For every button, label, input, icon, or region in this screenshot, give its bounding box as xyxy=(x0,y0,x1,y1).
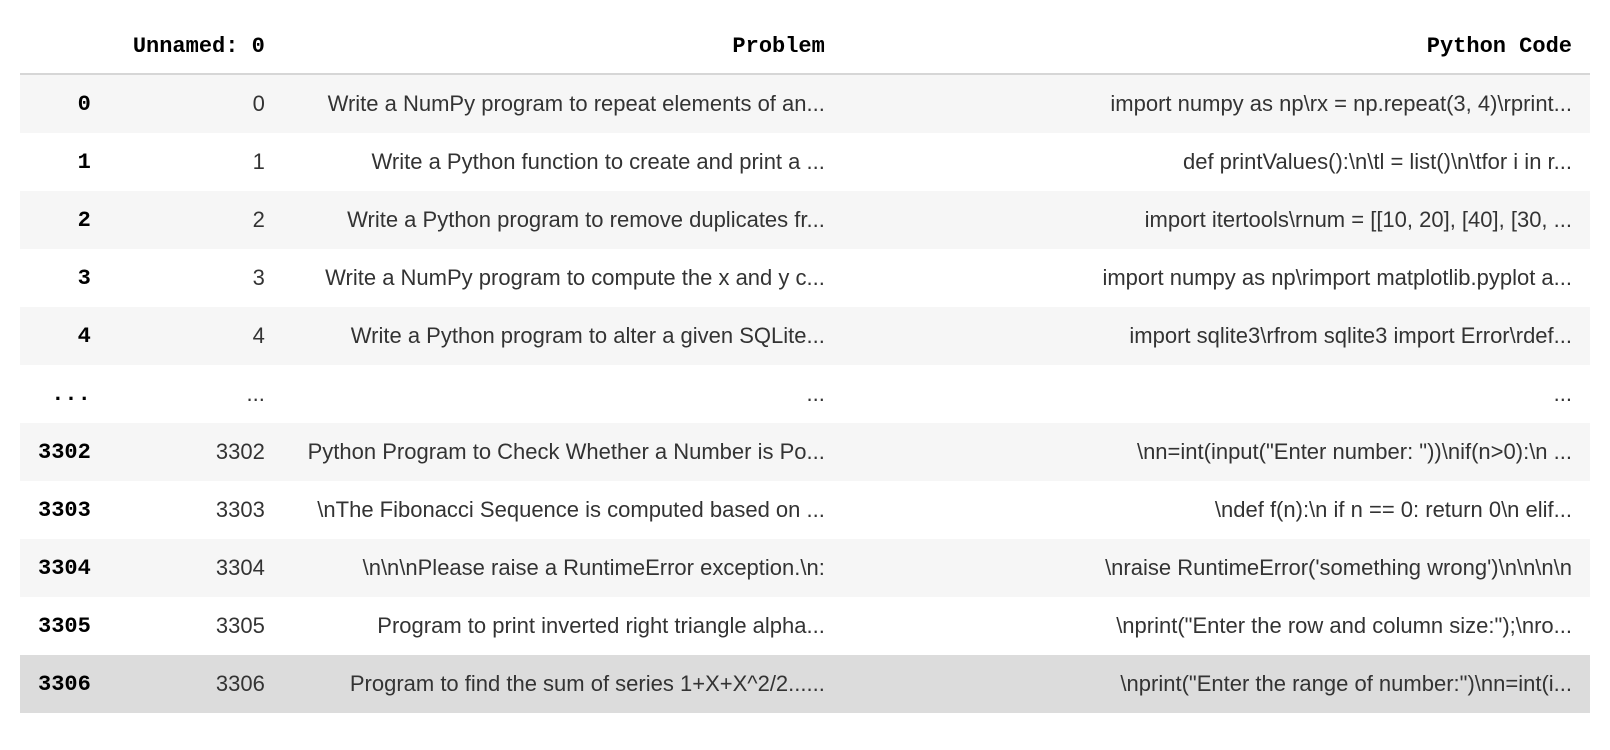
cell-problem: \n\n\nPlease raise a RuntimeError except… xyxy=(283,539,843,597)
cell-code: \nprint("Enter the row and column size:"… xyxy=(843,597,1590,655)
cell-problem: Write a Python program to alter a given … xyxy=(283,307,843,365)
row-index: 3304 xyxy=(20,539,115,597)
cell-code: def printValues():\n\tl = list()\n\tfor … xyxy=(843,133,1590,191)
table-row: 33033303\nThe Fibonacci Sequence is comp… xyxy=(20,481,1590,539)
cell-problem: Write a Python function to create and pr… xyxy=(283,133,843,191)
row-index: 3306 xyxy=(20,655,115,713)
cell-unnamed: 4 xyxy=(115,307,283,365)
table-row: 22Write a Python program to remove dupli… xyxy=(20,191,1590,249)
row-index: 1 xyxy=(20,133,115,191)
row-index: 2 xyxy=(20,191,115,249)
header-index xyxy=(20,20,115,74)
cell-unnamed: ... xyxy=(115,365,283,423)
cell-unnamed: 3303 xyxy=(115,481,283,539)
cell-unnamed: 3304 xyxy=(115,539,283,597)
cell-unnamed: 3306 xyxy=(115,655,283,713)
row-index: 3303 xyxy=(20,481,115,539)
table-body: 00Write a NumPy program to repeat elemen… xyxy=(20,74,1590,713)
dataframe-table: Unnamed: 0 Problem Python Code 00Write a… xyxy=(20,20,1590,713)
cell-problem: Python Program to Check Whether a Number… xyxy=(283,423,843,481)
cell-code: import sqlite3\rfrom sqlite3 import Erro… xyxy=(843,307,1590,365)
cell-problem: Write a Python program to remove duplica… xyxy=(283,191,843,249)
table-row: 11Write a Python function to create and … xyxy=(20,133,1590,191)
table-row: 33043304\n\n\nPlease raise a RuntimeErro… xyxy=(20,539,1590,597)
cell-problem: Program to find the sum of series 1+X+X^… xyxy=(283,655,843,713)
table-row: 44Write a Python program to alter a give… xyxy=(20,307,1590,365)
cell-code: \nprint("Enter the range of number:")\nn… xyxy=(843,655,1590,713)
cell-unnamed: 3 xyxy=(115,249,283,307)
row-index: 3302 xyxy=(20,423,115,481)
cell-unnamed: 0 xyxy=(115,74,283,133)
row-index: ... xyxy=(20,365,115,423)
cell-code: \nraise RuntimeError('something wrong')\… xyxy=(843,539,1590,597)
row-index: 0 xyxy=(20,74,115,133)
table-row: ............ xyxy=(20,365,1590,423)
header-row: Unnamed: 0 Problem Python Code xyxy=(20,20,1590,74)
cell-code: import itertools\rnum = [[10, 20], [40],… xyxy=(843,191,1590,249)
header-problem: Problem xyxy=(283,20,843,74)
cell-problem: Write a NumPy program to repeat elements… xyxy=(283,74,843,133)
header-code: Python Code xyxy=(843,20,1590,74)
table-row: 33053305Program to print inverted right … xyxy=(20,597,1590,655)
table-row: 33Write a NumPy program to compute the x… xyxy=(20,249,1590,307)
row-index: 4 xyxy=(20,307,115,365)
cell-problem: Write a NumPy program to compute the x a… xyxy=(283,249,843,307)
row-index: 3 xyxy=(20,249,115,307)
cell-code: \ndef f(n):\n if n == 0: return 0\n elif… xyxy=(843,481,1590,539)
cell-problem: \nThe Fibonacci Sequence is computed bas… xyxy=(283,481,843,539)
table-row: 00Write a NumPy program to repeat elemen… xyxy=(20,74,1590,133)
cell-code: ... xyxy=(843,365,1590,423)
cell-unnamed: 1 xyxy=(115,133,283,191)
row-index: 3305 xyxy=(20,597,115,655)
cell-problem: Program to print inverted right triangle… xyxy=(283,597,843,655)
cell-unnamed: 3305 xyxy=(115,597,283,655)
cell-code: import numpy as np\rimport matplotlib.py… xyxy=(843,249,1590,307)
table-row: 33023302Python Program to Check Whether … xyxy=(20,423,1590,481)
cell-code: import numpy as np\rx = np.repeat(3, 4)\… xyxy=(843,74,1590,133)
cell-unnamed: 2 xyxy=(115,191,283,249)
cell-code: \nn=int(input("Enter number: "))\nif(n>0… xyxy=(843,423,1590,481)
cell-problem: ... xyxy=(283,365,843,423)
header-unnamed: Unnamed: 0 xyxy=(115,20,283,74)
cell-unnamed: 3302 xyxy=(115,423,283,481)
table-row: 33063306Program to find the sum of serie… xyxy=(20,655,1590,713)
